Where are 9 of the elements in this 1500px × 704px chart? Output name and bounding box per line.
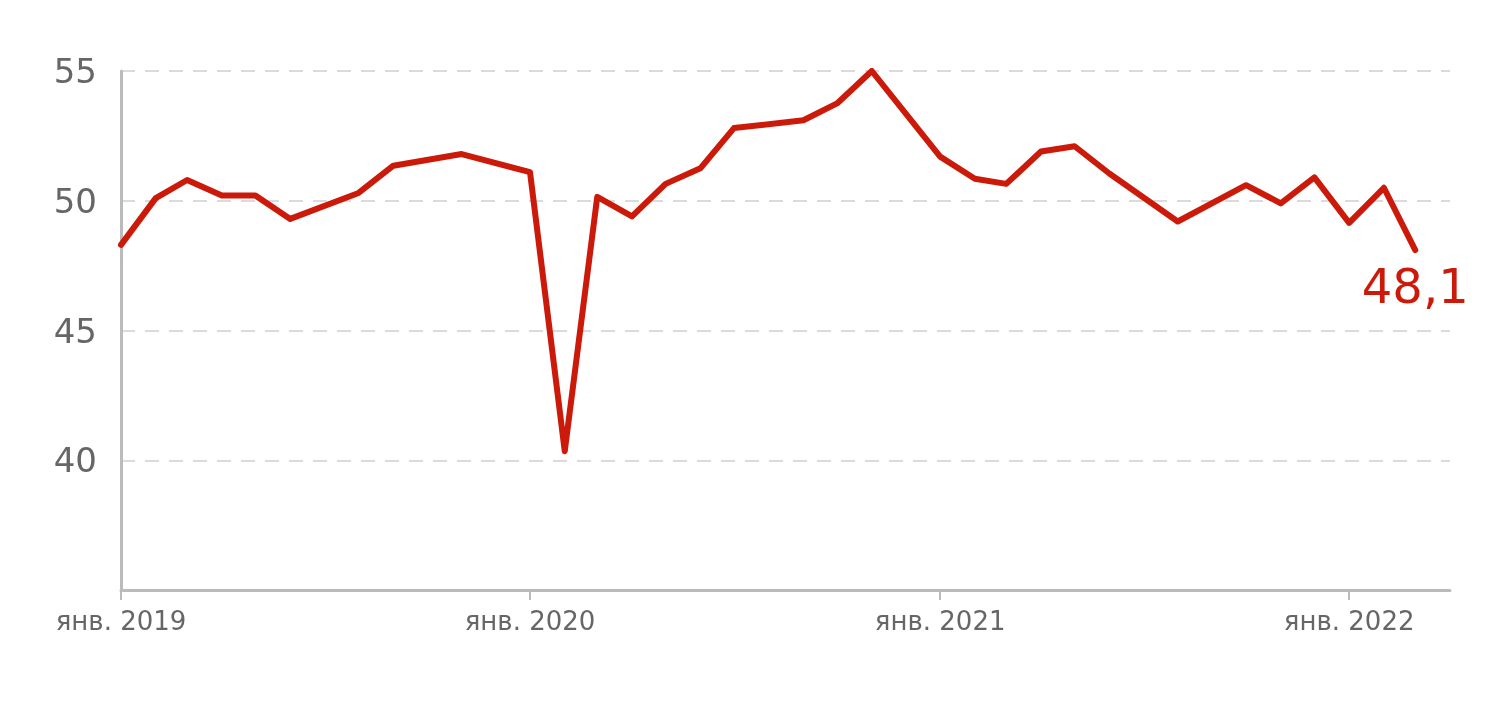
- x-tick-label: янв. 2021: [874, 606, 1006, 636]
- y-tick-label: 40: [53, 440, 97, 481]
- x-tick-label: янв. 2019: [55, 606, 187, 636]
- y-tick-label: 55: [53, 51, 97, 91]
- x-tick-label: янв. 2020: [464, 606, 596, 636]
- data-label: 48,1: [1361, 258, 1469, 315]
- y-tick-label: 50: [53, 180, 97, 221]
- x-tick-label: янв. 2022: [1283, 606, 1415, 636]
- y-tick-label: 45: [53, 310, 97, 351]
